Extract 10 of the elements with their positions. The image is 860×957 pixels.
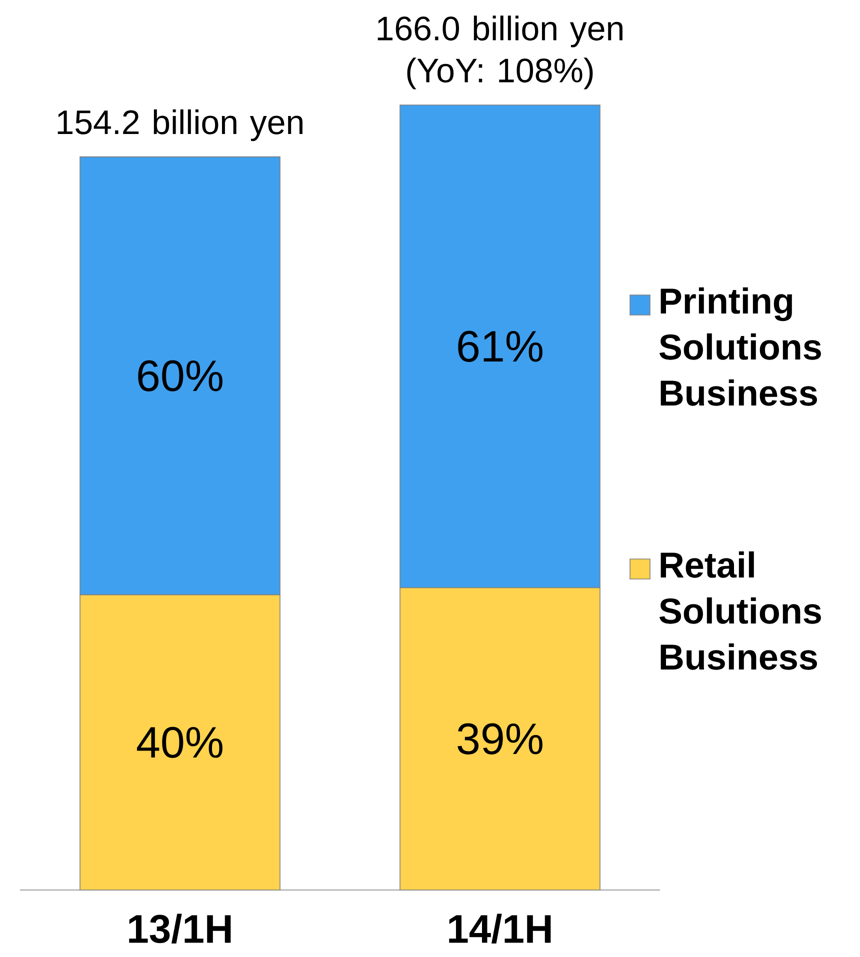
annotation: 154.2 billion yen [58, 109, 302, 142]
annotation: 61% [458, 330, 542, 362]
annotation: 60% [138, 360, 222, 392]
annotation: 39% [458, 723, 542, 754]
legend-label: Retail Solutions Business [659, 551, 821, 670]
text: 166.0 billion yen (YoY: 108%) [378, 16, 622, 90]
x-tick-label: 13/1H [129, 914, 231, 944]
legend-label: Printing Solutions Business [659, 287, 821, 406]
annotation: 40% [136, 726, 222, 758]
x-tick-label: 14/1H [449, 914, 551, 944]
